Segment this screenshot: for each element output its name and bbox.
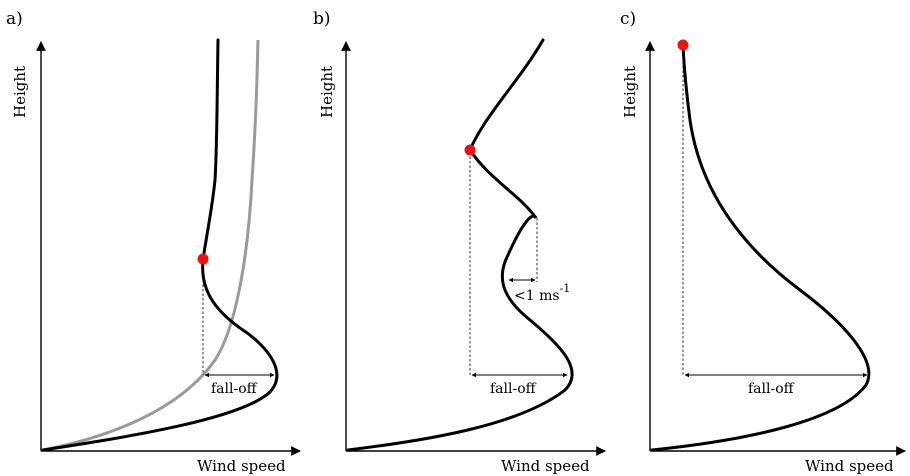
panel-c-label: c) (620, 9, 636, 29)
panel-a-falloff-label: fall-off (211, 381, 258, 397)
panel-b: b) Height Wind speed <1 ms-1 fall-off (313, 9, 606, 475)
panel-b-wind-profile (346, 38, 574, 452)
panel-a-label: a) (6, 9, 23, 29)
panel-b-ylabel: Height (318, 66, 336, 118)
panel-c: c) Height Wind speed fall-off (620, 9, 906, 475)
panel-a-wind-profile (41, 38, 279, 452)
panel-b-label: b) (313, 9, 331, 29)
panel-c-ylabel: Height (621, 66, 639, 118)
panel-b-falloff-label: fall-off (490, 381, 537, 397)
panel-a-reference-profile (42, 39, 260, 452)
panel-a-jet-marker (197, 253, 209, 265)
panel-c-falloff-label: fall-off (748, 381, 795, 397)
panel-c-jet-marker (677, 39, 689, 51)
panel-b-threshold-text: <1 ms (514, 288, 560, 304)
panel-c-wind-profile (650, 44, 871, 452)
panel-a-ylabel: Height (11, 66, 29, 118)
panel-b-jet-marker (464, 144, 476, 156)
panel-b-xlabel: Wind speed (501, 457, 590, 475)
panel-b-threshold-exponent: -1 (560, 282, 571, 295)
panel-a-xlabel: Wind speed (197, 457, 286, 475)
panel-c-xlabel: Wind speed (805, 457, 894, 475)
panel-b-threshold-label: <1 ms-1 (514, 282, 570, 304)
panel-a: a) Height Wind speed fall-off (6, 9, 301, 475)
